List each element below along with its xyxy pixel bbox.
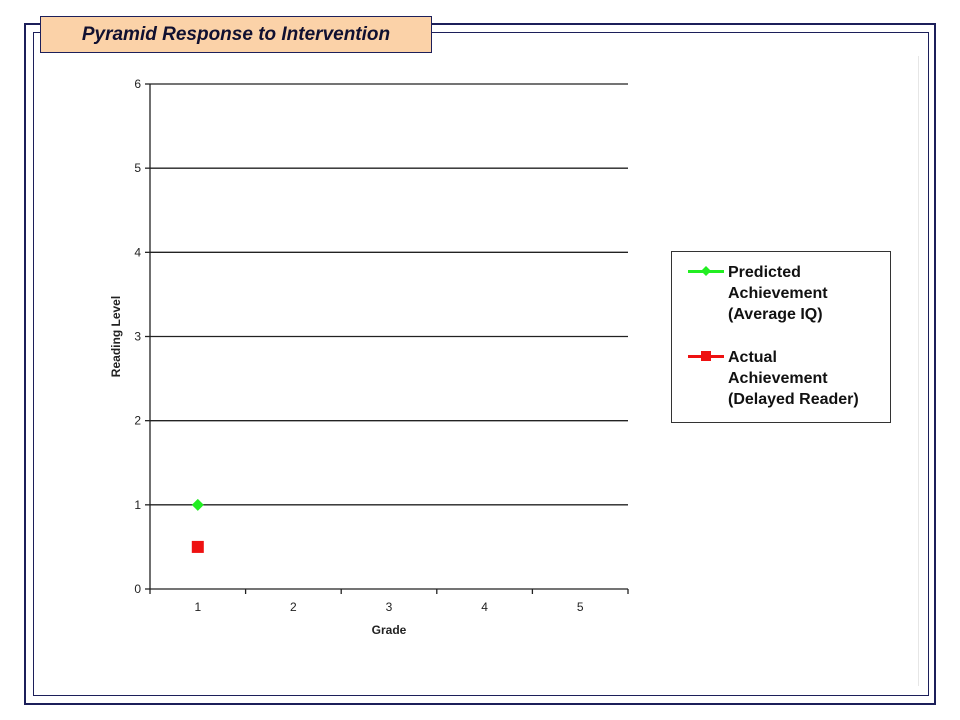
y-tick-label-6: 6 bbox=[134, 77, 141, 91]
y-axis-label: Reading Level bbox=[109, 296, 123, 377]
y-tick-label-4: 4 bbox=[134, 245, 141, 259]
legend-key-actual bbox=[688, 347, 726, 365]
x-tick-label-1: 1 bbox=[194, 600, 201, 614]
legend-item-actual: Actual Achievement (Delayed Reader) bbox=[688, 347, 859, 410]
slide-title: Pyramid Response to Intervention bbox=[40, 16, 432, 53]
y-tick-label-1: 1 bbox=[134, 498, 141, 512]
x-axis-label: Grade bbox=[372, 623, 407, 637]
y-tick-label-0: 0 bbox=[134, 582, 141, 596]
x-tick-label-4: 4 bbox=[481, 600, 488, 614]
y-tick-label-3: 3 bbox=[134, 330, 141, 344]
legend-label-actual: Actual Achievement (Delayed Reader) bbox=[728, 349, 859, 408]
point-1-0 bbox=[191, 540, 204, 553]
data-points bbox=[191, 498, 204, 553]
axes bbox=[145, 83, 629, 594]
point-0-0 bbox=[191, 498, 204, 511]
slide-frame-inner bbox=[33, 32, 929, 696]
y-tick-label-2: 2 bbox=[134, 414, 141, 428]
x-tick-label-2: 2 bbox=[290, 600, 297, 614]
chart-area bbox=[38, 56, 919, 686]
y-tick-label-5: 5 bbox=[134, 161, 141, 175]
slide-frame-outer bbox=[24, 23, 936, 705]
chart-legend: Predicted Achievement (Average IQ) Actua… bbox=[671, 251, 891, 423]
legend-item-predicted: Predicted Achievement (Average IQ) bbox=[688, 262, 828, 325]
x-tick-label-5: 5 bbox=[577, 600, 584, 614]
y-tick-labels: 0 1 2 3 4 5 6 bbox=[134, 77, 141, 596]
x-tick-labels: 1 2 3 4 5 bbox=[194, 600, 583, 614]
legend-key-predicted bbox=[688, 262, 726, 280]
x-tick-label-3: 3 bbox=[386, 600, 393, 614]
gridlines bbox=[150, 83, 628, 506]
legend-label-predicted: Predicted Achievement (Average IQ) bbox=[728, 264, 828, 323]
